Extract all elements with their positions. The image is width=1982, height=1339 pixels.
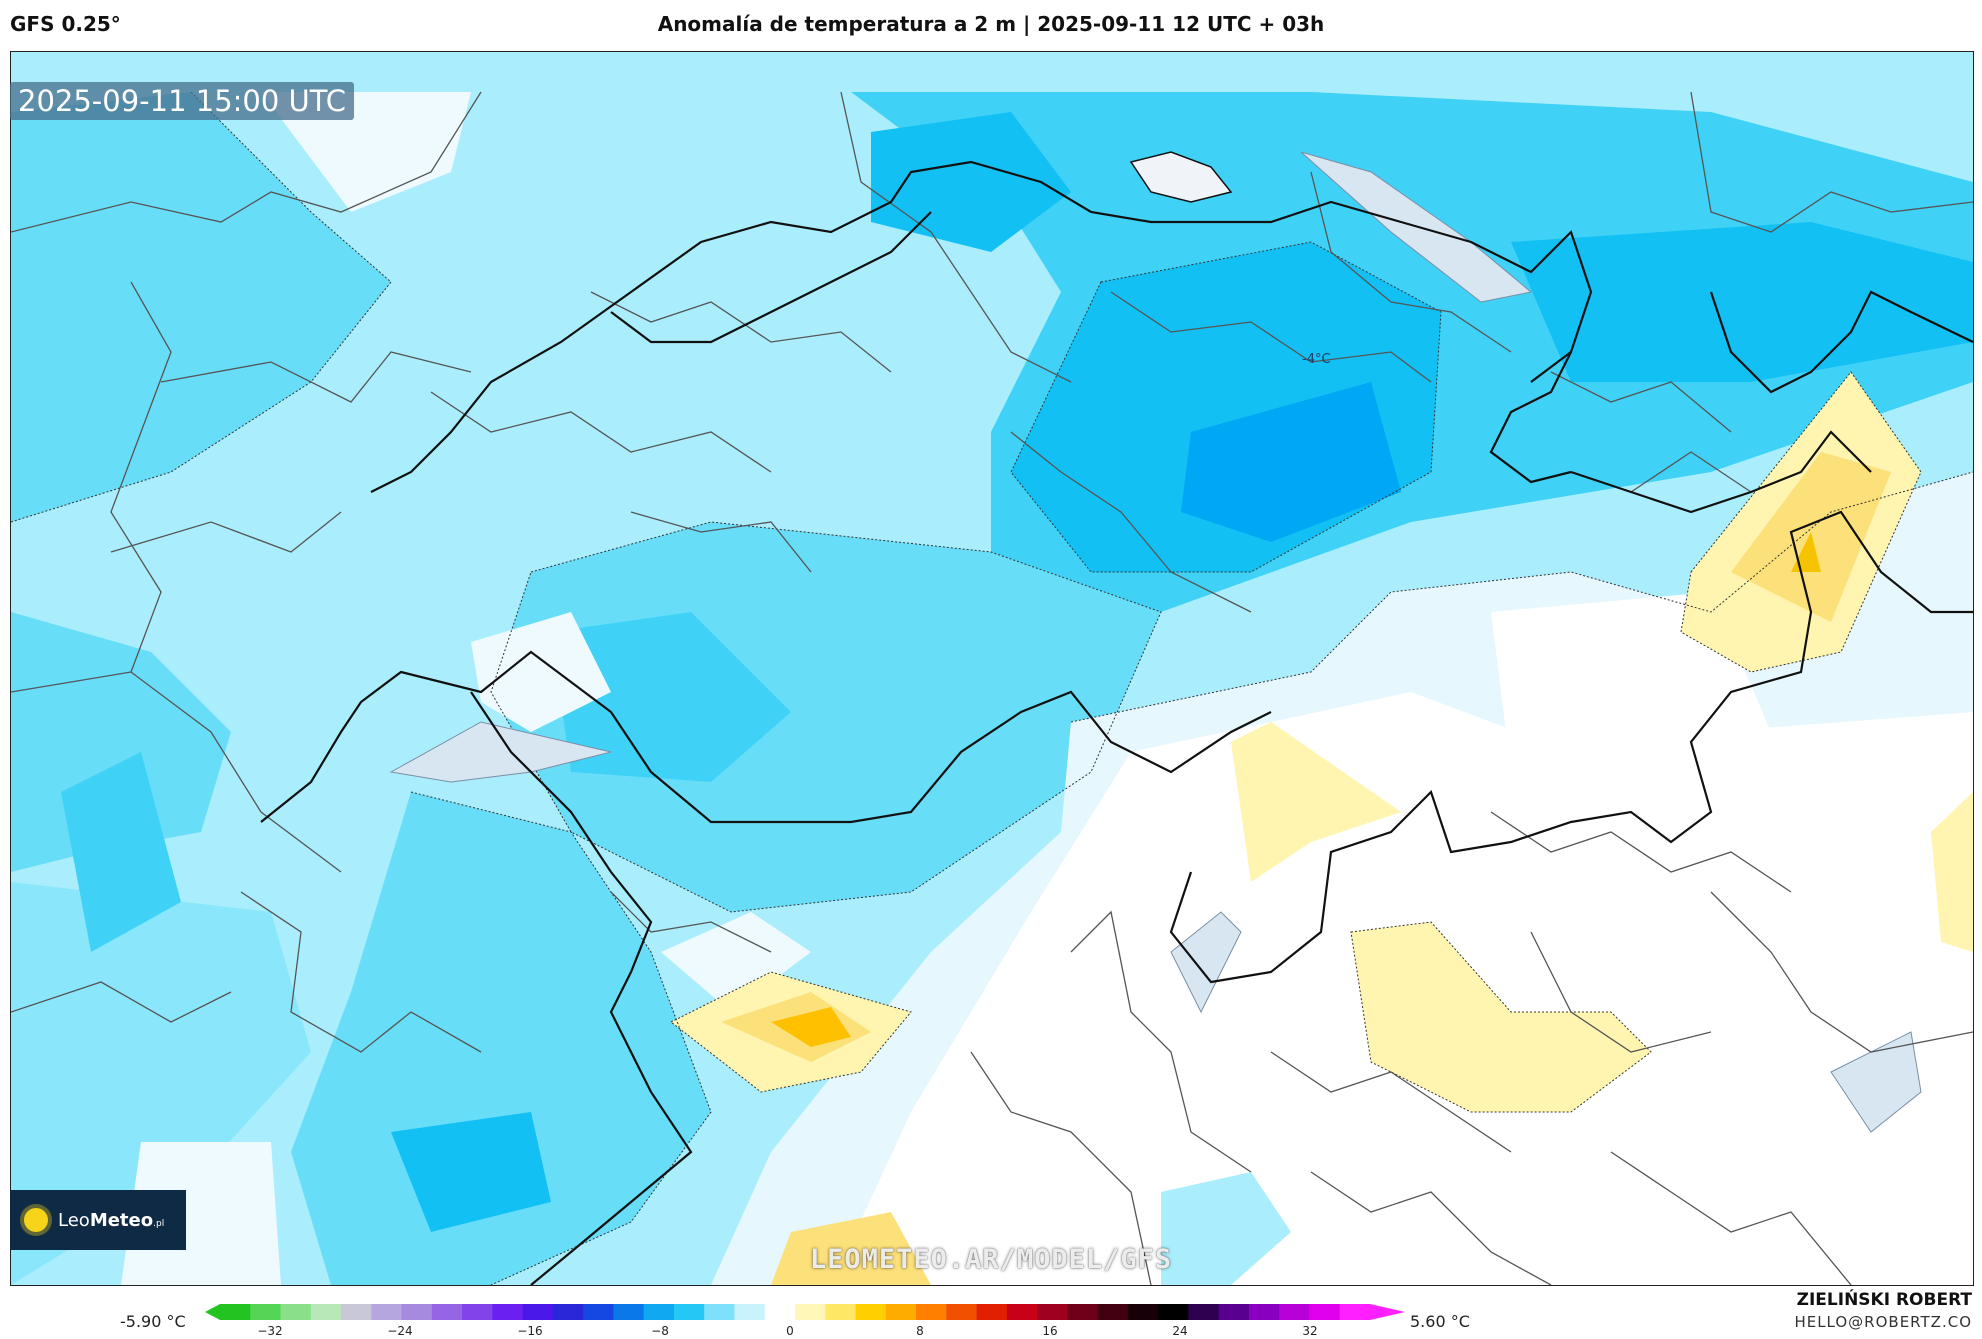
colorbar-segment <box>1006 1304 1038 1320</box>
colorbar-segment <box>1248 1304 1280 1320</box>
colorbar-max-label: 5.60 °C <box>1410 1312 1470 1331</box>
colorbar-segment <box>885 1304 917 1320</box>
field-core-6 <box>391 1112 551 1232</box>
sun-icon <box>24 1208 48 1232</box>
colorbar <box>205 1304 1405 1320</box>
colorbar-segment <box>1127 1304 1159 1320</box>
colorbar-segment <box>431 1304 463 1320</box>
author-email: HELLO@ROBERTZ.CO <box>1794 1313 1972 1331</box>
regional-borders <box>11 91 1973 1285</box>
colorbar-tick-label: −16 <box>517 1324 543 1338</box>
colorbar-segment <box>613 1304 645 1320</box>
colorbar-segment <box>341 1304 372 1320</box>
colorbar-tick-label: −24 <box>387 1324 413 1338</box>
chart-title: Anomalía de temperatura a 2 m | 2025-09-… <box>657 12 1325 36</box>
national-borders <box>260 160 1973 1285</box>
lake-constance-outline <box>1129 151 1233 203</box>
colorbar-segment <box>976 1304 1008 1320</box>
colorbar-extend-min <box>205 1304 220 1320</box>
field-core-3 <box>871 112 1071 252</box>
valid-time-stamp: 2025-09-11 15:00 UTC <box>10 82 355 120</box>
colorbar-segment <box>795 1304 826 1320</box>
field-pale-center <box>471 612 611 732</box>
colorbar-segment <box>401 1304 433 1320</box>
colorbar-segment <box>764 1304 796 1320</box>
colorbar-segment <box>462 1304 493 1320</box>
colorbar-segment <box>704 1304 736 1320</box>
field-medium-sw <box>11 882 311 1285</box>
colorbar-segment <box>855 1304 887 1320</box>
field-core-5 <box>551 612 791 782</box>
colorbar-extend-max <box>1370 1304 1405 1320</box>
colorbar-min-label: -5.90 °C <box>120 1312 186 1331</box>
colorbar-segment <box>310 1304 342 1320</box>
field-pale-north <box>261 92 471 212</box>
model-label: GFS 0.25° <box>10 12 121 36</box>
colorbar-segment <box>1218 1304 1250 1320</box>
colorbar-tick-label: 32 <box>1302 1324 1318 1338</box>
colorbar-tick-label: 24 <box>1172 1324 1188 1338</box>
colorbar-tick-label: 16 <box>1042 1324 1058 1338</box>
colorbar-segment <box>1067 1304 1099 1320</box>
colorbar-segment <box>673 1304 705 1320</box>
colorbar-tick-label: −8 <box>651 1324 669 1338</box>
leometeo-logo: LeoMeteo.pl <box>10 1190 186 1250</box>
colorbar-segment <box>220 1304 251 1320</box>
colorbar-segment <box>1037 1304 1068 1320</box>
colorbar-segment <box>1279 1304 1311 1320</box>
colorbar-segment <box>492 1304 524 1320</box>
colorbar-tick-label: 8 <box>916 1324 924 1338</box>
field-yellow-4 <box>1231 722 1401 882</box>
colorbar-segment <box>734 1304 766 1320</box>
field-yellow-8 <box>771 1007 851 1047</box>
colorbar-segment <box>1097 1304 1129 1320</box>
author-name: ZIELIŃSKI ROBERT <box>1796 1290 1972 1310</box>
field-medium-south <box>291 792 711 1285</box>
field-core-4 <box>1511 222 1973 382</box>
temperature-anomaly-map[interactable] <box>10 51 1974 1286</box>
colorbar-tick-label: 0 <box>786 1324 794 1338</box>
field-cyan-se <box>1161 1172 1291 1285</box>
field-pale-south <box>661 912 811 1012</box>
field-white-east <box>1491 592 1771 812</box>
colorbar-segment <box>1188 1304 1220 1320</box>
colorbar-segment <box>250 1304 282 1320</box>
watermark-url: LEOMETEO.AR/MODEL/GFS <box>809 1244 1173 1275</box>
colorbar-segment <box>552 1304 584 1320</box>
colorbar-segment <box>371 1304 403 1320</box>
colorbar-tick-label: −32 <box>257 1324 283 1338</box>
colorbar-segment <box>1339 1304 1371 1320</box>
contour-label: -4°C <box>1302 352 1331 367</box>
field-yellow-9 <box>771 1212 931 1285</box>
colorbar-segment <box>583 1304 615 1320</box>
colorbar-segment <box>946 1304 978 1320</box>
field-core-7 <box>61 752 181 952</box>
colorbar-segment <box>916 1304 947 1320</box>
colorbar-segment <box>643 1304 675 1320</box>
colorbar-segment <box>1158 1304 1190 1320</box>
colorbar-segment <box>522 1304 554 1320</box>
map-canvas <box>11 52 1973 1285</box>
field-core-2 <box>1181 382 1401 542</box>
colorbar-segment <box>280 1304 312 1320</box>
colorbar-segment <box>825 1304 857 1320</box>
field-yellow-10 <box>1931 792 1973 952</box>
colorbar-segment <box>1309 1304 1341 1320</box>
logo-text: LeoMeteo.pl <box>58 1209 165 1231</box>
field-yellow-5 <box>1351 922 1651 1112</box>
